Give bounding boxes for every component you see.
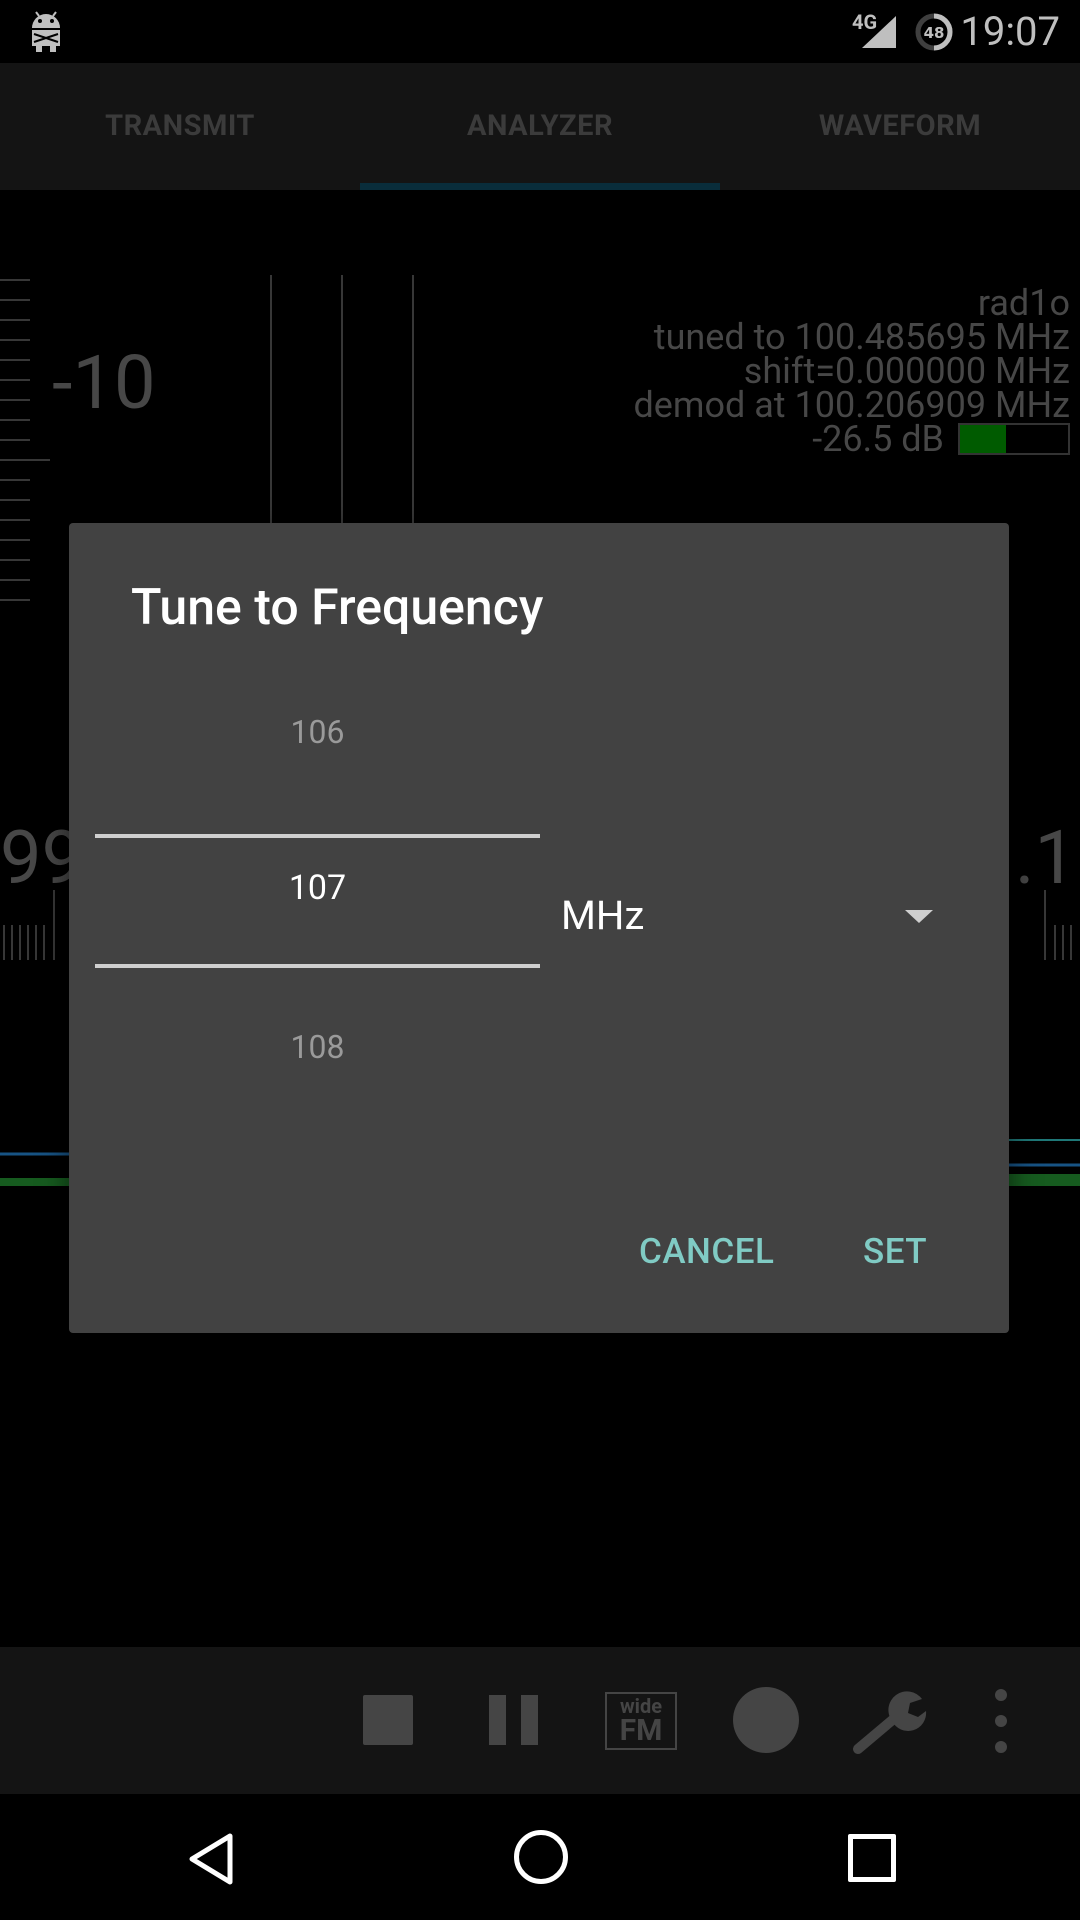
home-icon[interactable]: [514, 1830, 568, 1884]
picker-divider-top: [95, 834, 540, 838]
demod-mode-bottom: FM: [619, 1713, 663, 1748]
cancel-button[interactable]: CANCEL: [627, 1223, 786, 1280]
dialog-title: Tune to Frequency: [131, 579, 544, 637]
recents-icon[interactable]: [848, 1834, 896, 1882]
demod-mode-top: wide: [619, 1694, 663, 1718]
signal-level-meter: [958, 423, 1070, 455]
android-debug-icon: [24, 8, 68, 58]
receiver-info: rad1o tuned to 100.485695 MHz shift=0.00…: [633, 282, 1071, 460]
freq-scale-label-right: .1: [1015, 815, 1077, 902]
tune-frequency-dialog: Tune to Frequency 106 107 108 MHz CANCEL…: [69, 523, 1009, 1333]
picker-next-value[interactable]: 108: [290, 1028, 345, 1066]
pause-icon[interactable]: [489, 1695, 539, 1745]
demod-mode-button[interactable]: wide FM: [605, 1692, 677, 1750]
tab-transmit[interactable]: TRANSMIT: [105, 109, 255, 143]
picker-divider-bottom: [95, 964, 540, 968]
unit-selected-value: MHz: [561, 892, 645, 939]
tab-waveform[interactable]: WAVEFORM: [818, 109, 982, 143]
stop-icon[interactable]: [363, 1695, 413, 1745]
cell-signal-icon: [860, 14, 898, 54]
navigation-bar: [0, 1794, 1080, 1920]
tab-indicator: [360, 183, 720, 190]
demod-frequency: demod at 100.206909 MHz: [633, 384, 1071, 426]
device-name: rad1o: [977, 282, 1070, 324]
picker-current-value[interactable]: 107: [288, 868, 347, 908]
tab-analyzer[interactable]: ANALYZER: [466, 109, 614, 143]
back-icon[interactable]: [186, 1832, 236, 1890]
playback-toolbar: wide FM: [0, 1647, 1080, 1794]
wrench-icon[interactable]: [852, 1687, 932, 1761]
db-scale-label: -10: [52, 340, 156, 427]
network-type: 4G: [852, 10, 878, 34]
set-button[interactable]: SET: [851, 1223, 939, 1280]
status-bar: 4G 48 19:07: [0, 0, 1080, 63]
record-icon[interactable]: [733, 1687, 799, 1753]
unit-dropdown[interactable]: MHz: [561, 880, 961, 960]
clock: 19:07: [960, 8, 1060, 55]
overflow-menu-icon[interactable]: [995, 1689, 1007, 1753]
battery-icon: 48: [914, 12, 954, 56]
dropdown-arrow-icon: [905, 910, 933, 923]
tab-bar: TRANSMIT ANALYZER WAVEFORM: [0, 63, 1080, 190]
frequency-number-picker[interactable]: 106 107 108: [95, 673, 540, 1093]
frequency-shift: shift=0.000000 MHz: [743, 350, 1070, 392]
picker-previous-value[interactable]: 106: [290, 713, 345, 751]
battery-level: 48: [924, 24, 945, 42]
tuned-frequency: tuned to 100.485695 MHz: [653, 316, 1070, 358]
signal-level: -26.5 dB: [812, 418, 944, 460]
spectrum-scale: [0, 275, 1080, 1186]
